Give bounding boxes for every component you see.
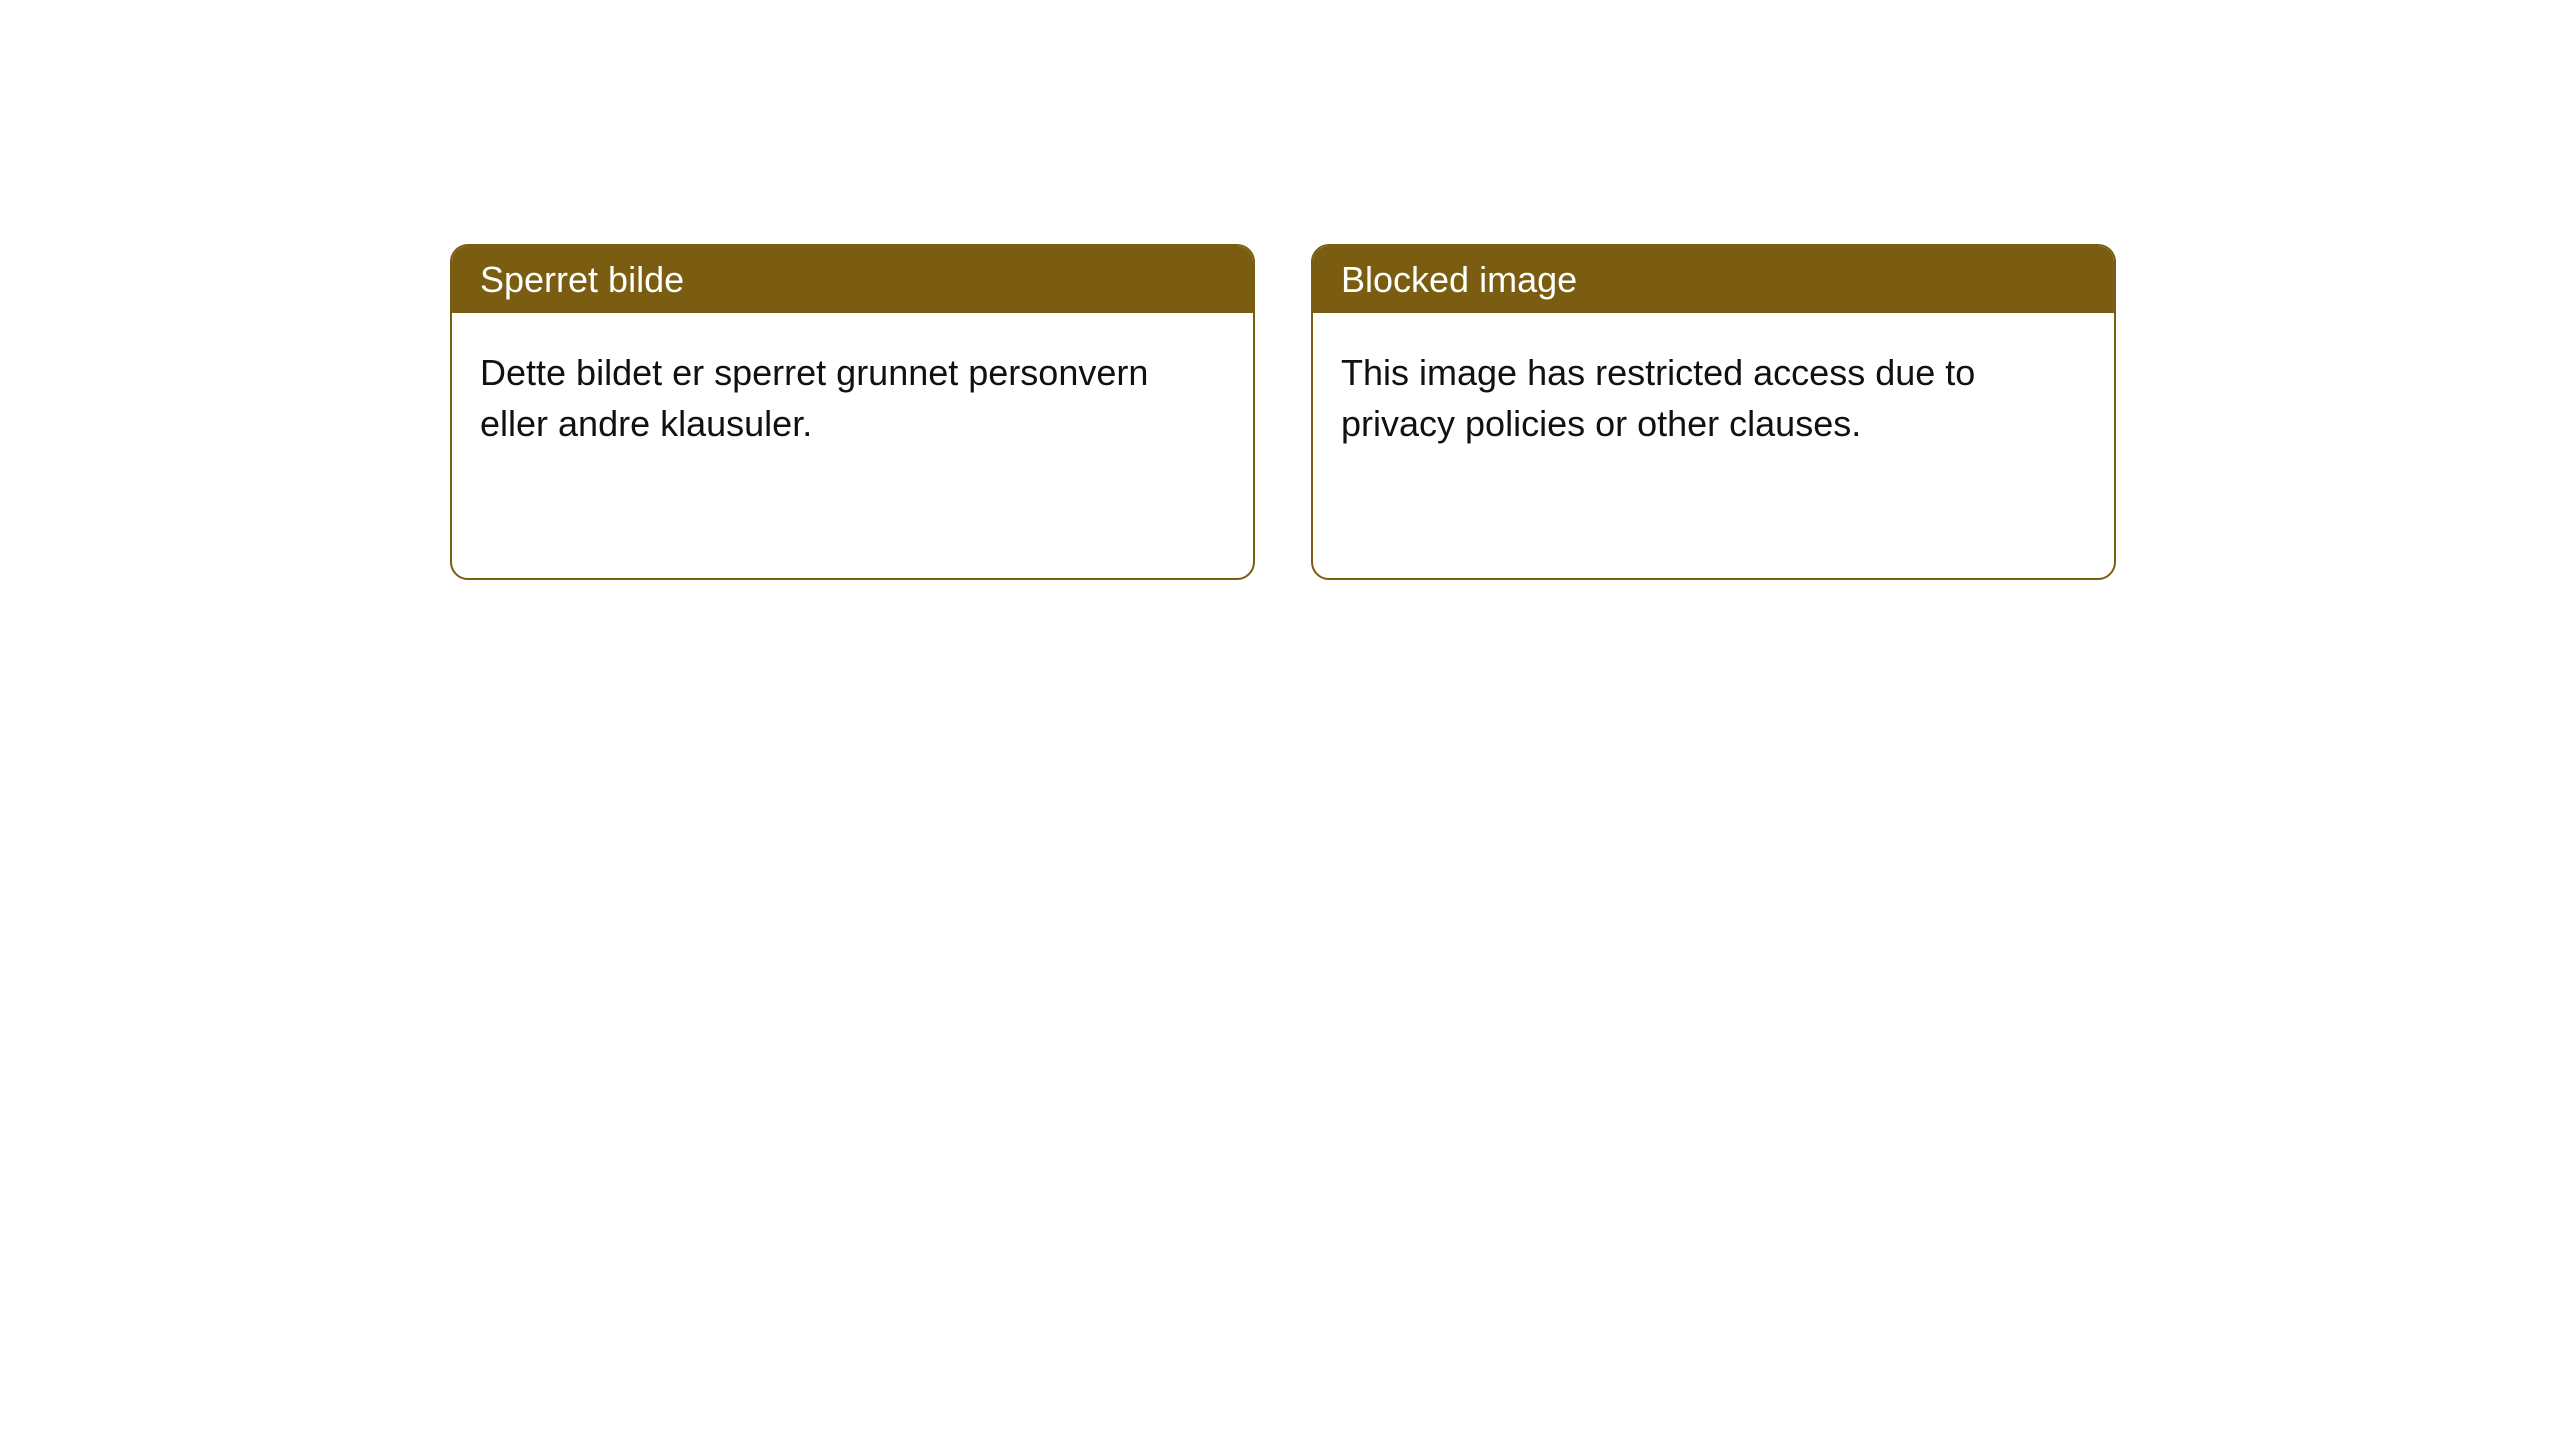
notice-header-english: Blocked image [1313, 246, 2114, 313]
notice-header-norwegian: Sperret bilde [452, 246, 1253, 313]
notice-text: Dette bildet er sperret grunnet personve… [480, 352, 1148, 444]
notice-body-english: This image has restricted access due to … [1313, 313, 2114, 483]
notice-title: Blocked image [1341, 259, 1577, 300]
notice-body-norwegian: Dette bildet er sperret grunnet personve… [452, 313, 1253, 483]
notice-title: Sperret bilde [480, 259, 684, 300]
notice-card-norwegian: Sperret bilde Dette bildet er sperret gr… [450, 244, 1255, 580]
notice-text: This image has restricted access due to … [1341, 352, 1975, 444]
notice-card-english: Blocked image This image has restricted … [1311, 244, 2116, 580]
notice-container: Sperret bilde Dette bildet er sperret gr… [450, 244, 2116, 580]
